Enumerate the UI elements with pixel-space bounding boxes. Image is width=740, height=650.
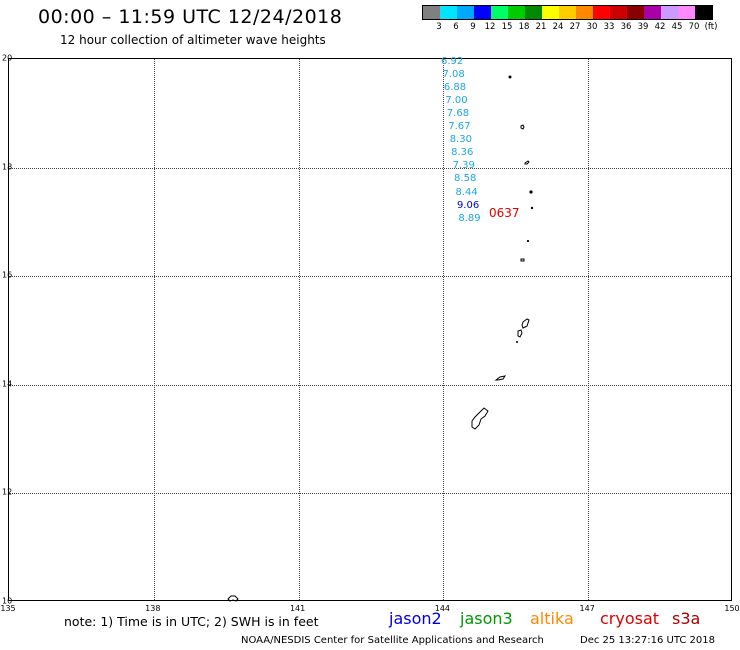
color-scale-swatch: [695, 6, 712, 19]
color-scale-swatch: [525, 6, 542, 19]
color-scale-bar: [422, 5, 713, 20]
wave-height-label: 6.88: [443, 82, 467, 94]
color-scale-label: 12: [484, 22, 496, 32]
wave-height-label: 8.30: [449, 134, 472, 146]
color-scale-label: 39: [637, 22, 649, 32]
longitude-tick-label: 147: [579, 604, 595, 613]
island-sarigan: [520, 258, 525, 262]
satellite-legend-altika: altika: [530, 609, 574, 628]
color-scale-label: 27: [569, 22, 581, 32]
island-agrihan: [529, 190, 533, 194]
color-scale-swatch: [627, 6, 644, 19]
island-alamagan: [526, 239, 530, 243]
wave-height-label: 8.36: [451, 147, 474, 159]
color-scale-label: 24: [552, 22, 564, 32]
island-maug: [520, 124, 525, 130]
color-scale-label: 3: [436, 22, 442, 32]
color-scale-swatch: [593, 6, 610, 19]
color-scale-swatch: [644, 6, 661, 19]
longitude-tick-label: 138: [145, 604, 161, 613]
latitude-tick-label: 18: [2, 162, 13, 172]
latitude-tick-label: 16: [2, 270, 13, 280]
color-scale-swatch: [661, 6, 678, 19]
longitude-tick-label: 135: [0, 604, 16, 613]
grid-line-latitude: [9, 384, 731, 386]
color-scale-label: (ft): [704, 22, 718, 32]
grid-line-longitude: [298, 59, 300, 600]
color-scale-labels: 3 6 9 12 15 18 21 24 27 30 33 36 39 42 45 70 (ft): [422, 22, 740, 34]
latitude-tick-label: 10: [2, 596, 13, 606]
wave-height-label: 7.00: [445, 95, 468, 107]
footer-credit: NOAA/NESDIS Center for Satellite Applica…: [241, 635, 544, 646]
grid-line-longitude: [153, 59, 155, 600]
longitude-tick-label: 144: [434, 604, 451, 613]
color-scale-label: 33: [603, 22, 615, 32]
island-saipan: [521, 318, 530, 329]
color-scale-swatch: [542, 6, 559, 19]
island-pagan: [530, 206, 534, 210]
color-scale-swatch: [610, 6, 627, 19]
color-scale-label: 30: [586, 22, 598, 32]
color-scale-swatch: [559, 6, 576, 19]
color-scale-label: 15: [501, 22, 513, 32]
satellite-legend-s3a: s3a: [672, 609, 701, 628]
color-scale-label: 70: [688, 22, 700, 32]
grid-line-latitude: [9, 493, 731, 495]
wave-height-label: 6.92: [441, 56, 464, 67]
color-scale-legend: 3 6 9 12 15 18 21 24 27 30 33 36 39 42 45 70 (ft): [422, 5, 717, 32]
island-atoll: [227, 595, 239, 602]
wave-height-label: 8.58: [454, 173, 477, 185]
latitude-tick-label: 20: [2, 53, 13, 63]
wave-height-label: 7.08: [442, 69, 465, 81]
wave-height-label: 7.39: [452, 160, 475, 172]
grid-line-longitude: [443, 59, 445, 600]
color-scale-label: 18: [518, 22, 530, 32]
color-scale-label: 45: [671, 22, 683, 32]
map-subtitle: 12 hour collection of altimeter wave hei…: [60, 33, 326, 47]
wave-height-label: 7.67: [448, 121, 471, 133]
latitude-tick-label: 14: [2, 379, 13, 389]
color-scale-label: 9: [470, 22, 476, 32]
longitude-tick-label: 150: [724, 604, 740, 613]
color-scale-label: 6: [453, 22, 459, 32]
island-guam: [471, 407, 489, 430]
satellite-legend-jason2: jason2: [389, 609, 442, 628]
island-farallon: [508, 75, 512, 79]
color-scale-swatch: [423, 6, 440, 19]
wave-height-label: 7.68: [446, 108, 470, 120]
color-scale-swatch: [491, 6, 508, 19]
footer-timestamp: Dec 25 13:27:16 UTC 2018: [580, 635, 715, 646]
satellite-legend-cryosat: cryosat: [600, 609, 660, 628]
map-plot-area: [8, 58, 732, 601]
color-scale-label: 36: [620, 22, 632, 32]
island-tinian: [517, 329, 523, 338]
track-time-label: 0637: [489, 206, 520, 220]
color-scale-swatch: [440, 6, 457, 19]
satellite-legend-jason3: jason3: [460, 609, 513, 628]
wave-height-label: 8.44: [455, 186, 478, 198]
map-title: 00:00 – 11:59 UTC 12/24/2018: [38, 6, 343, 28]
color-scale-swatch: [576, 6, 593, 19]
grid-line-latitude: [9, 276, 731, 278]
color-scale-swatch: [508, 6, 525, 19]
island-asuncion: [524, 160, 530, 165]
color-scale-swatch: [678, 6, 695, 19]
longitude-tick-label: 141: [289, 604, 306, 613]
color-scale-swatch: [457, 6, 474, 19]
grid-line-latitude: [9, 167, 731, 169]
color-scale-label: 42: [654, 22, 666, 32]
units-note: note: 1) Time is in UTC; 2) SWH is in fe…: [64, 614, 319, 629]
latitude-tick-label: 12: [2, 487, 13, 497]
grid-line-longitude: [588, 59, 590, 600]
color-scale-swatch: [474, 6, 491, 19]
island-aguijan: [516, 341, 518, 343]
wave-height-label: 8.89: [458, 212, 481, 224]
wave-height-label: 9.06: [456, 199, 480, 211]
color-scale-label: 21: [535, 22, 547, 32]
island-rota: [494, 375, 507, 381]
